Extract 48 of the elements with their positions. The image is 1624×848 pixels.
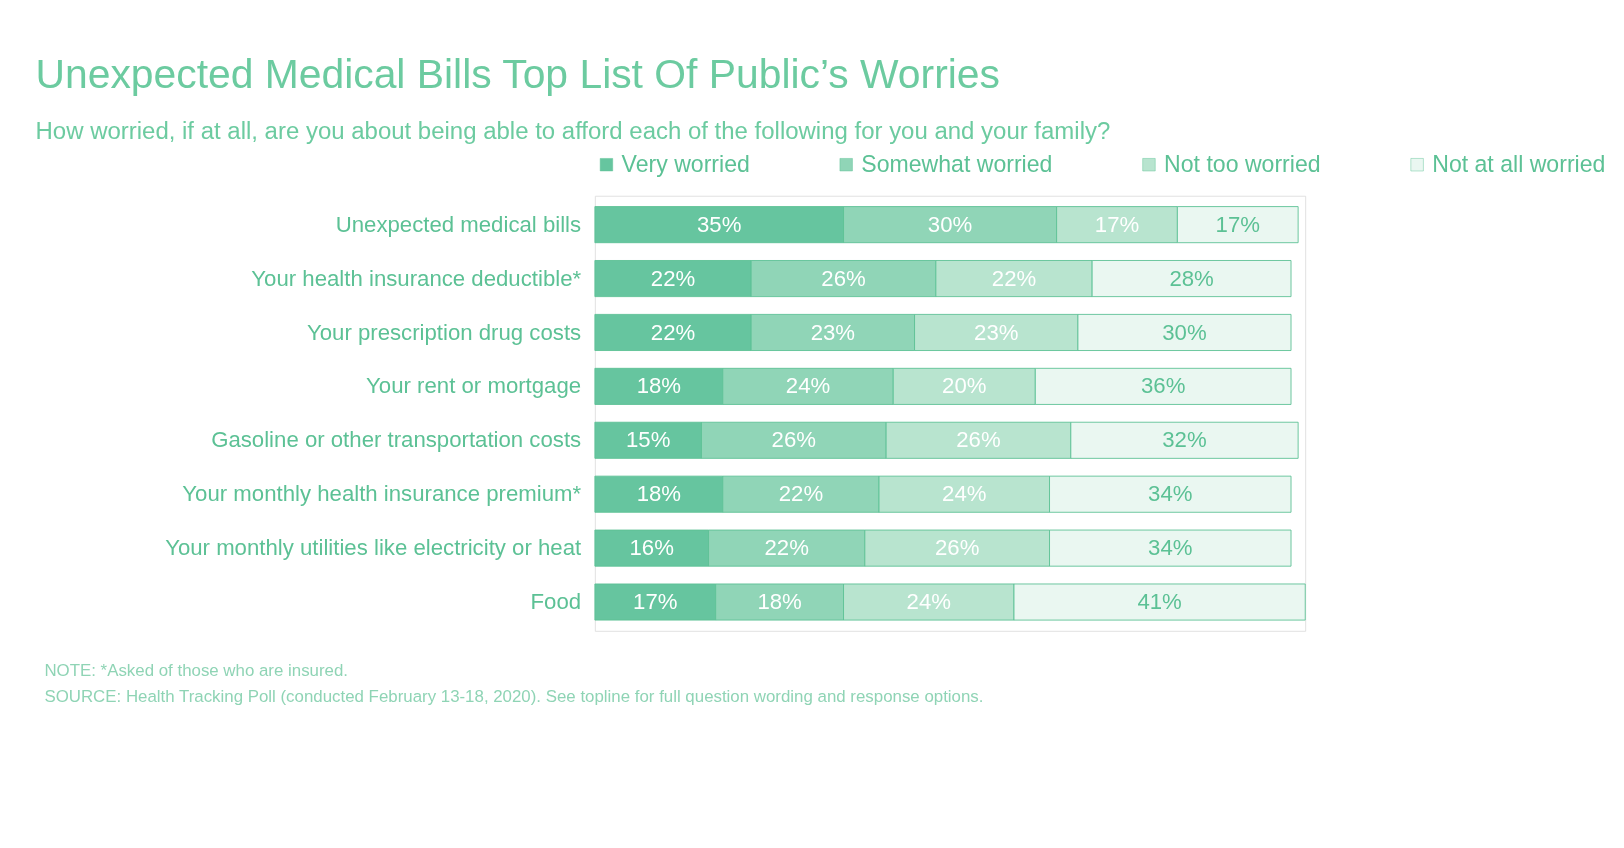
- legend-label: Not too worried: [1164, 150, 1321, 177]
- data-label: 15%: [625, 427, 671, 453]
- data-label: 20%: [942, 373, 987, 399]
- data-label: 17%: [633, 589, 678, 615]
- data-label: 30%: [927, 211, 973, 237]
- data-label: 34%: [1148, 535, 1193, 561]
- data-label: 41%: [1137, 589, 1182, 615]
- data-label: 30%: [1162, 319, 1207, 345]
- data-label: 18%: [636, 481, 682, 507]
- chart-subtitle: How worried, if at all, are you about being able to afford each of the following for you and your family?: [35, 116, 1111, 144]
- y-tick-label: Your health insurance deductible*: [251, 265, 582, 291]
- data-label: 17%: [1215, 211, 1260, 237]
- data-label: 22%: [778, 481, 824, 507]
- legend-label: Very worried: [621, 150, 750, 177]
- y-tick-label: Unexpected medical bills: [335, 211, 582, 237]
- source-note: SOURCE: Health Tracking Poll (conducted February 13-18, 2020). See topline for full question wording and response options.: [44, 686, 984, 706]
- data-label: 22%: [991, 265, 1037, 291]
- data-label: 23%: [810, 319, 856, 345]
- y-tick-label: Food: [530, 589, 582, 615]
- y-tick-label: Gasoline or other transportation costs: [211, 427, 582, 453]
- y-tick-label: Your rent or mortgage: [366, 373, 582, 399]
- data-label: 23%: [974, 319, 1019, 345]
- data-label: 22%: [764, 535, 809, 561]
- data-label: 16%: [629, 535, 674, 561]
- data-label: 26%: [956, 427, 1001, 453]
- data-label: 34%: [1148, 481, 1193, 507]
- legend-label: Somewhat worried: [861, 150, 1053, 177]
- data-label: 24%: [785, 373, 831, 399]
- data-label: 24%: [942, 481, 987, 507]
- data-label: 32%: [1162, 427, 1207, 453]
- chart-title: Unexpected Medical Bills Top List Of Public’s Worries: [35, 51, 1000, 98]
- y-tick-label: Your prescription drug costs: [306, 319, 582, 345]
- data-label: 26%: [821, 265, 866, 291]
- data-label: 22%: [650, 265, 696, 291]
- data-label: 17%: [1094, 211, 1140, 237]
- data-label: 26%: [934, 535, 980, 561]
- data-label: 26%: [771, 427, 817, 453]
- y-tick-label: Your monthly health insurance premium*: [182, 481, 582, 507]
- data-label: 28%: [1169, 265, 1214, 291]
- data-label: 35%: [697, 211, 742, 237]
- data-label: 36%: [1140, 373, 1186, 399]
- data-label: 22%: [650, 319, 696, 345]
- text: NOTE: *Asked of those who are insured.: [44, 661, 349, 681]
- legend-label: Not at all worried: [1432, 150, 1606, 177]
- y-tick-label: Your monthly utilities like electricity or heat: [165, 535, 582, 561]
- data-label: 24%: [906, 589, 951, 615]
- data-label: 18%: [757, 589, 802, 615]
- data-label: 18%: [636, 373, 682, 399]
